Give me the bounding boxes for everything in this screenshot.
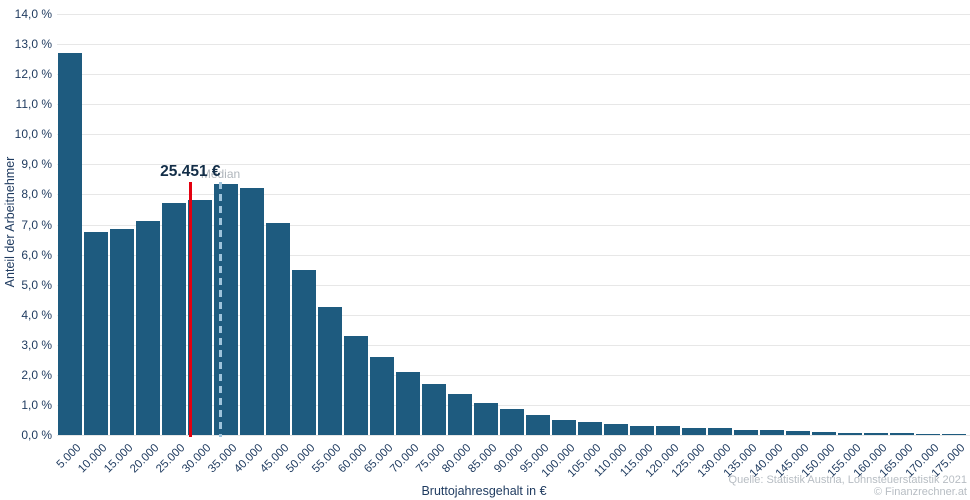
bar-60.000[interactable] — [344, 335, 368, 435]
grid-line — [57, 314, 970, 316]
y-tick-label: 4,0 % — [21, 307, 52, 322]
bar-70.000[interactable] — [396, 371, 420, 435]
x-tick-label: 40.000 — [232, 442, 266, 476]
bar-175.000[interactable] — [942, 434, 966, 435]
bar-105.000[interactable] — [578, 422, 602, 435]
x-tick-label: 35.000 — [206, 442, 240, 476]
grid-line — [57, 44, 970, 46]
y-tick-label: 9,0 % — [21, 157, 52, 172]
x-tick-label: 75.000 — [414, 442, 448, 476]
x-axis-title: Bruttojahresgehalt in € — [421, 484, 547, 498]
bar-40.000[interactable] — [240, 188, 264, 435]
grid-line — [57, 254, 970, 256]
y-tick-label: 8,0 % — [21, 187, 52, 202]
y-tick-label: 1,0 % — [21, 397, 52, 412]
x-tick-label: 10.000 — [76, 442, 110, 476]
y-tick-label: 14,0 % — [14, 7, 52, 21]
marker-label-highlight-salary: 25.451 € — [160, 163, 221, 180]
grid-line — [57, 374, 970, 376]
bar-145.000[interactable] — [786, 431, 810, 435]
grid-line — [57, 74, 970, 76]
marker-line-highlight-salary — [189, 182, 192, 437]
grid-line — [57, 224, 970, 226]
bar-30.000[interactable] — [188, 200, 212, 435]
y-tick-label: 7,0 % — [21, 217, 52, 232]
bar-155.000[interactable] — [838, 432, 862, 435]
bar-130.000[interactable] — [708, 428, 732, 435]
marker-label-median: Median — [200, 167, 241, 181]
y-tick-label: 12,0 % — [14, 67, 52, 82]
x-tick-label: 55.000 — [310, 442, 344, 476]
grid-line — [57, 404, 970, 406]
bar-140.000[interactable] — [760, 430, 784, 435]
source-attribution: Quelle: Statistik Austria, Lohnsteuersta… — [729, 474, 967, 498]
x-tick-label: 25.000 — [154, 442, 188, 476]
bar-50.000[interactable] — [292, 269, 316, 435]
grid-line — [57, 435, 970, 436]
bar-170.000[interactable] — [916, 433, 940, 435]
bar-115.000[interactable] — [630, 425, 654, 435]
x-tick-label: 30.000 — [180, 442, 214, 476]
x-tick-label: 45.000 — [258, 442, 292, 476]
bar-95.000[interactable] — [526, 415, 550, 435]
bar-65.000[interactable] — [370, 356, 394, 435]
bar-110.000[interactable] — [604, 423, 628, 435]
bar-75.000[interactable] — [422, 383, 446, 435]
grid-line — [57, 134, 970, 136]
x-tick-label: 50.000 — [284, 442, 318, 476]
bar-25.000[interactable] — [162, 203, 186, 435]
x-tick-label: 80.000 — [440, 442, 474, 476]
bar-150.000[interactable] — [812, 431, 836, 435]
marker-line-median — [219, 182, 222, 437]
bar-10.000[interactable] — [84, 232, 108, 435]
bar-165.000[interactable] — [890, 433, 914, 435]
x-tick-label: 70.000 — [388, 442, 422, 476]
x-tick-label: 20.000 — [128, 442, 162, 476]
bar-135.000[interactable] — [734, 429, 758, 435]
y-tick-label: 0,0 % — [21, 428, 52, 442]
bar-20.000[interactable] — [136, 221, 160, 435]
grid-line — [57, 284, 970, 286]
grid-line — [57, 194, 970, 196]
bar-160.000[interactable] — [864, 432, 888, 435]
bar-125.000[interactable] — [682, 427, 706, 435]
bar-80.000[interactable] — [448, 394, 472, 435]
bar-45.000[interactable] — [266, 222, 290, 435]
bar-35.000[interactable] — [214, 183, 238, 435]
y-tick-label: 3,0 % — [21, 337, 52, 352]
x-tick-label: 15.000 — [102, 442, 136, 476]
bar-5.000[interactable] — [58, 53, 82, 435]
bar-55.000[interactable] — [318, 307, 342, 435]
x-tick-label: 90.000 — [492, 442, 526, 476]
source-line: Quelle: Statistik Austria, Lohnsteuersta… — [728, 474, 967, 486]
grid-line — [57, 344, 970, 346]
copyright-line: © Finanzrechner.at — [873, 486, 967, 498]
grid-line — [57, 164, 970, 166]
y-tick-label: 6,0 % — [21, 247, 52, 262]
x-tick-label: 60.000 — [336, 442, 370, 476]
bar-90.000[interactable] — [500, 409, 524, 435]
y-tick-label: 2,0 % — [21, 367, 52, 382]
x-tick-label: 85.000 — [466, 442, 500, 476]
y-tick-label: 5,0 % — [21, 277, 52, 292]
y-tick-label: 13,0 % — [14, 37, 52, 52]
bar-100.000[interactable] — [552, 419, 576, 435]
grid-line — [57, 104, 970, 106]
bar-120.000[interactable] — [656, 425, 680, 435]
grid-line — [57, 14, 970, 15]
bar-15.000[interactable] — [110, 229, 134, 435]
bar-85.000[interactable] — [474, 403, 498, 435]
y-tick-label: 11,0 % — [15, 97, 52, 112]
x-tick-label: 65.000 — [362, 442, 396, 476]
y-tick-label: 10,0 % — [14, 127, 52, 142]
